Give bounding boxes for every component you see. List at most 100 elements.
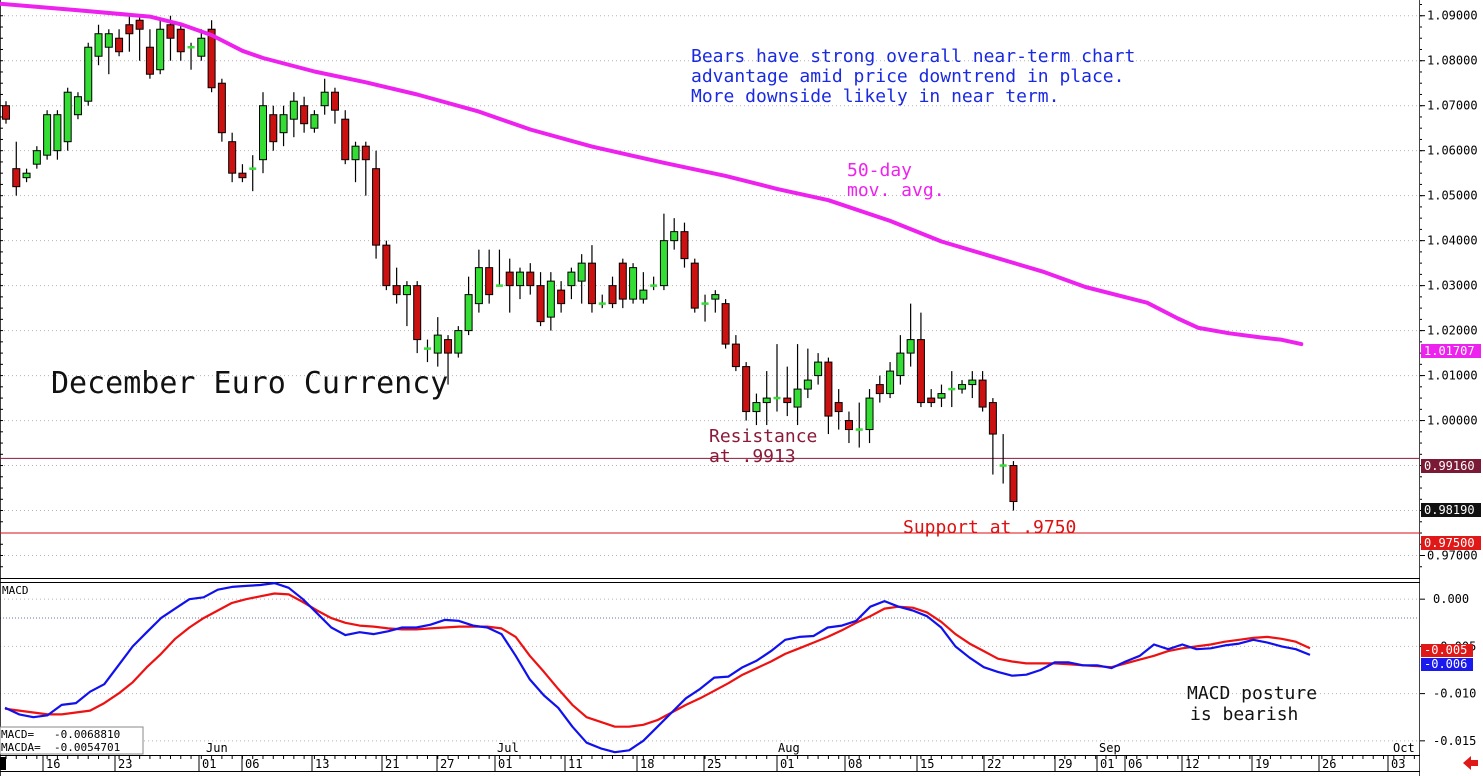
candle [351, 141, 360, 183]
candle-body [659, 240, 668, 287]
candle-body [125, 24, 134, 35]
macd-posture-annotation: MACD posture is bearish [1187, 683, 1317, 725]
candle [495, 249, 503, 287]
chart-title: December Euro Currency [51, 366, 448, 401]
candle-body [413, 285, 422, 341]
candle [948, 371, 956, 408]
x-day-label: 01 [780, 757, 794, 771]
candle-body [217, 82, 226, 134]
candle [526, 263, 535, 295]
candle [659, 213, 668, 291]
macd-signal-tag: -0.005 [1421, 643, 1473, 657]
x-day-label: 19 [1255, 757, 1269, 771]
candle-body [577, 262, 586, 282]
price-tick-label: 1.02000 [1427, 324, 1478, 338]
x-day-label: 01 [498, 757, 512, 771]
candle [824, 357, 833, 435]
candle-body [259, 105, 267, 161]
candle [372, 150, 381, 259]
candle-body [587, 262, 596, 305]
candle-body [197, 37, 206, 57]
candle-body [289, 100, 298, 120]
candle [207, 20, 216, 93]
candle [1009, 461, 1018, 511]
candle [269, 105, 278, 151]
chart-left-edge-marker [0, 757, 6, 770]
candle [783, 366, 792, 417]
candle [145, 29, 154, 79]
candle [690, 258, 699, 313]
price-tick-label: 1.00000 [1427, 414, 1478, 428]
candle [12, 141, 21, 196]
candle [444, 335, 453, 385]
candle [341, 110, 350, 165]
candle [217, 78, 226, 142]
candle-body [320, 91, 329, 107]
candle [176, 24, 185, 61]
candle [361, 141, 370, 196]
candle [197, 29, 206, 61]
candle [906, 303, 915, 367]
candle [454, 326, 463, 358]
candle [978, 371, 987, 412]
candle-body [372, 168, 381, 246]
candle [474, 249, 483, 313]
candle-body [166, 24, 175, 39]
x-day-label: 11 [568, 757, 582, 771]
macd-line-tag-text: -0.006 [1424, 657, 1467, 671]
candle-body [937, 393, 946, 399]
x-day-label: 12 [1185, 757, 1199, 771]
candle [32, 146, 41, 169]
candle [731, 335, 740, 372]
candle-body [53, 114, 62, 152]
macd-value-readout: MACD= -0.0068810 [1, 728, 120, 741]
candle [762, 371, 771, 426]
candle [330, 87, 339, 124]
candle [94, 24, 103, 66]
candle-body [454, 330, 463, 354]
x-month-label: Sep [1099, 741, 1121, 755]
candle [53, 110, 62, 160]
x-day-label: 26 [1322, 757, 1336, 771]
x-day-label: 22 [987, 757, 1001, 771]
candle [999, 434, 1007, 484]
candle [742, 362, 751, 421]
candle-body [135, 19, 144, 30]
candle-body [752, 402, 761, 413]
x-day-label: 06 [245, 757, 259, 771]
support-annotation: Support at .9750 [903, 517, 1076, 538]
candle-body [690, 262, 699, 309]
candle-body [392, 285, 401, 296]
candle-body [670, 231, 679, 242]
candle-body [505, 271, 514, 287]
candle-body [402, 285, 411, 296]
candle-body [310, 114, 319, 129]
candle-body [567, 271, 576, 287]
candle [115, 29, 124, 57]
candle [680, 222, 689, 268]
price-tick-label: 1.01000 [1427, 369, 1478, 383]
candle-body [207, 28, 216, 89]
ma-label-line-2: mov. avg. [847, 180, 945, 201]
ma-label-line-1: 50-day [847, 160, 912, 181]
candle [516, 267, 524, 300]
macd-posture-line-2: is bearish [1190, 704, 1298, 725]
macd-line [4, 582, 1311, 754]
macda-value-readout: MACDA= -0.0054701 [1, 741, 120, 754]
macd-lines [4, 582, 1311, 754]
candle-body [228, 141, 237, 174]
candle [423, 339, 431, 363]
moving-average-50day-line [0, 1, 1304, 347]
scroll-left-arrow-icon[interactable] [1463, 756, 1478, 770]
candle-body [896, 352, 905, 377]
resistance-price-tag: 0.99160 [1421, 459, 1481, 473]
x-month-label: Jun [206, 741, 228, 755]
x-day-label: 16 [46, 757, 60, 771]
candle [916, 312, 925, 408]
candle-body [238, 172, 247, 179]
candle [310, 110, 319, 133]
candle [300, 96, 309, 133]
candle [618, 258, 627, 309]
price-tick-label: 1.08000 [1427, 54, 1478, 68]
candle-body [43, 114, 52, 156]
